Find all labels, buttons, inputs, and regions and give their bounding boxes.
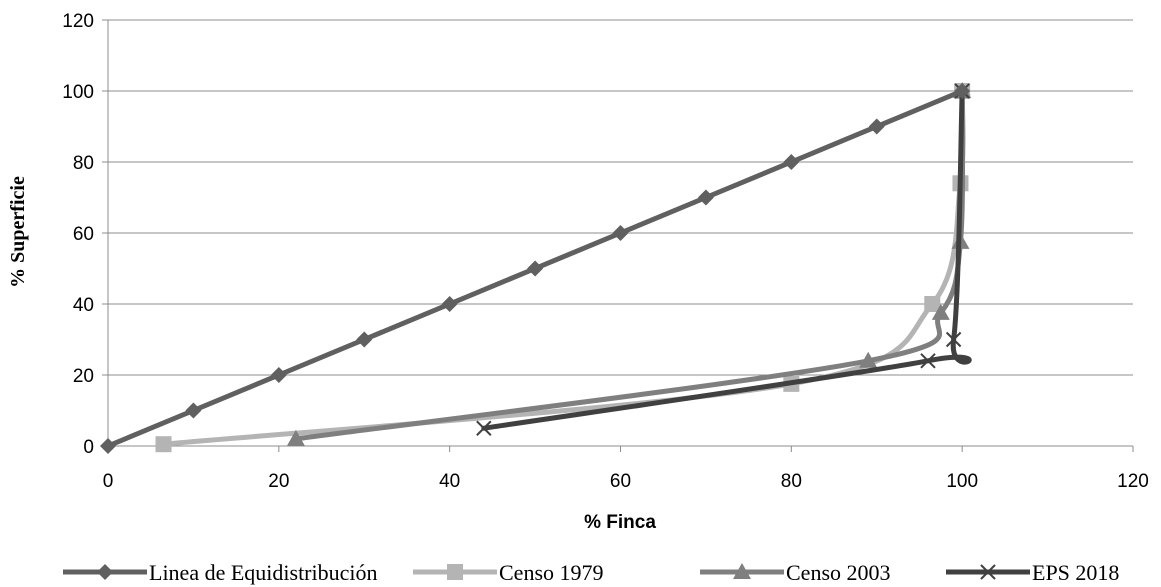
- x-axis-title: % Finca: [584, 512, 656, 533]
- x-tick-label: 120: [1117, 471, 1149, 492]
- data-point: [442, 296, 458, 312]
- legend-label: Censo 1979: [499, 560, 604, 585]
- legend-item: EPS 2018: [946, 560, 1119, 585]
- legend: Linea de Equidistribución Censo 1979 Censo…: [63, 560, 1119, 585]
- legend-label: Censo 2003: [786, 560, 891, 585]
- data-point: [698, 190, 714, 206]
- data-point: [613, 225, 629, 241]
- series-censo-2003: [287, 82, 971, 446]
- x-tick-labels: 0 20 40 60 80 100 120: [103, 471, 1149, 492]
- y-tick-label: 80: [73, 153, 94, 174]
- legend-marker: [447, 564, 463, 580]
- y-axis-title: % Superficie: [7, 176, 29, 288]
- x-tick-label: 80: [781, 471, 802, 492]
- x-tick-label: 0: [103, 471, 114, 492]
- legend-label: Linea de Equidistribución: [149, 560, 378, 585]
- legend-label: EPS 2018: [1032, 560, 1119, 585]
- y-tick-labels: 0 20 40 60 80 100 120: [62, 11, 94, 458]
- series-group: [100, 82, 971, 454]
- data-point: [185, 403, 201, 419]
- y-tick-label: 120: [62, 11, 94, 32]
- data-point: [869, 119, 885, 135]
- legend-marker: [97, 564, 113, 580]
- y-tick-label: 20: [73, 366, 94, 387]
- data-point: [783, 154, 799, 170]
- data-point: [100, 438, 116, 454]
- x-tick-label: 60: [610, 471, 631, 492]
- data-point: [356, 332, 372, 348]
- legend-item: Censo 2003: [700, 560, 891, 585]
- data-point: [271, 367, 287, 383]
- series-line: [164, 91, 964, 444]
- series-line: [296, 91, 963, 439]
- y-tick-label: 100: [62, 82, 94, 103]
- y-tick-label: 40: [73, 295, 94, 316]
- series-linea-de-equidistribuci-n: [100, 83, 970, 454]
- y-tick-label: 60: [73, 224, 94, 245]
- data-point: [527, 261, 543, 277]
- x-tick-label: 40: [439, 471, 460, 492]
- legend-item: Censo 1979: [413, 560, 604, 585]
- gridlines: [108, 20, 1133, 375]
- legend-item: Linea de Equidistribución: [63, 560, 378, 585]
- y-tick-label: 0: [83, 437, 94, 458]
- x-tick-label: 20: [268, 471, 289, 492]
- x-tick-label: 100: [946, 471, 978, 492]
- data-point: [156, 436, 172, 452]
